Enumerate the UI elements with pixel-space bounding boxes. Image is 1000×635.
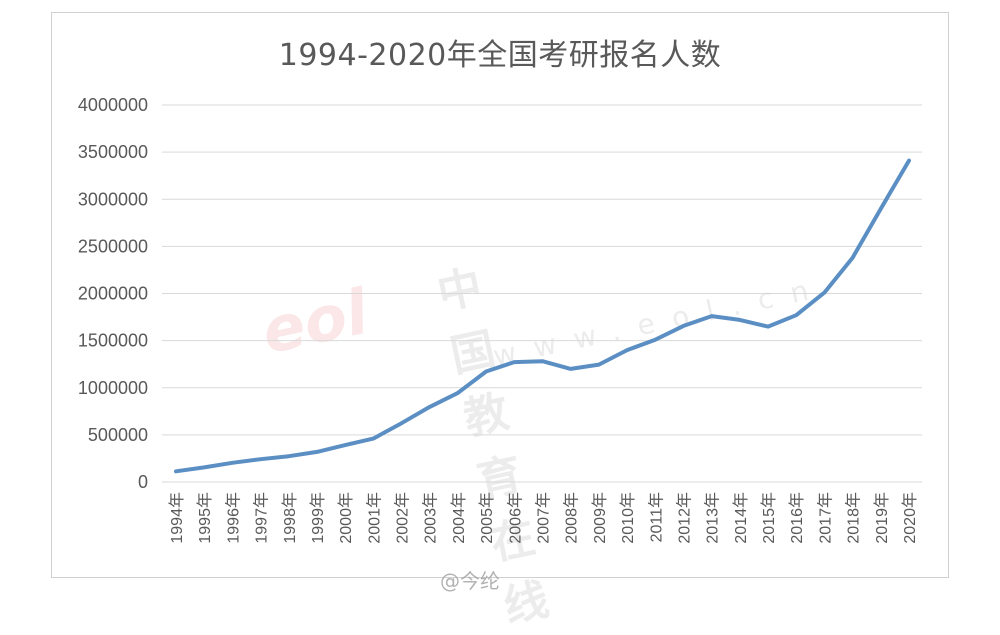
gridlines: [162, 104, 922, 483]
x-tick-label: 2017年: [816, 492, 834, 544]
x-tick-label: 1997年: [253, 492, 271, 544]
x-tick-label: 2015年: [760, 492, 778, 544]
x-tick-label: 2010年: [619, 492, 637, 544]
y-tick-label: 500000: [88, 425, 148, 445]
x-tick-label: 2002年: [394, 492, 412, 544]
x-tick-label: 2003年: [422, 492, 440, 544]
x-tick-label: 2016年: [788, 492, 806, 544]
y-tick-label: 2500000: [78, 236, 148, 256]
x-tick-label: 2007年: [535, 492, 553, 544]
y-tick-label: 3500000: [78, 142, 148, 162]
y-tick-label: 2000000: [78, 284, 148, 304]
x-tick-label: 1998年: [281, 492, 299, 544]
x-tick-label: 2005年: [478, 492, 496, 544]
x-tick-label: 2013年: [704, 492, 722, 544]
y-tick-label: 4000000: [78, 95, 148, 115]
x-tick-label: 2006年: [506, 492, 524, 544]
x-tick-label: 2020年: [901, 492, 919, 544]
x-tick-label: 1994年: [168, 492, 186, 544]
x-tick-label: 2001年: [365, 492, 383, 544]
x-tick-label: 1999年: [309, 492, 327, 544]
y-tick-label: 1000000: [78, 378, 148, 398]
x-tick-label: 2019年: [873, 492, 891, 544]
x-axis: 1994年 1995年 1996年 1997年 1998年 1999年 2000年 2001年…: [168, 492, 919, 544]
x-tick-label: 2011年: [647, 492, 665, 542]
y-axis: 0 500000 1000000 1500000 2000000 2500000 30000…: [78, 95, 148, 492]
chart-frame: [51, 12, 949, 578]
chart-title: 1994-2020年全国考研报名人数: [278, 38, 722, 73]
x-tick-label: 2018年: [845, 492, 863, 544]
series-line: [174, 158, 911, 474]
line-chart: 0 500000 1000000 1500000 2000000 2500000 30000…: [78, 95, 922, 544]
x-tick-label: 2004年: [450, 492, 468, 544]
y-tick-label: 3000000: [78, 189, 148, 209]
y-tick-label: 0: [138, 472, 148, 492]
x-tick-label: 2012年: [675, 492, 693, 544]
x-tick-label: 1995年: [196, 492, 214, 544]
x-tick-label: 2008年: [563, 492, 581, 544]
x-tick-label: 1996年: [224, 492, 242, 544]
weibo-watermark: @今纶: [440, 569, 500, 593]
x-tick-label: 2000年: [337, 492, 355, 544]
x-tick-label: 2014年: [732, 492, 750, 544]
y-tick-label: 1500000: [78, 331, 148, 351]
x-tick-label: 2009年: [591, 492, 609, 544]
